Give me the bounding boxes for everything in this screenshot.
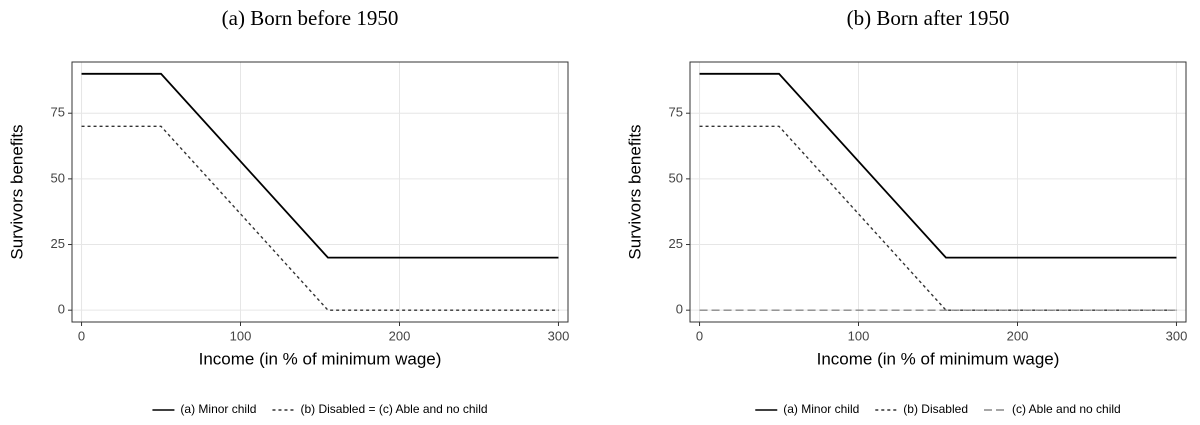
series-line bbox=[81, 125, 559, 311]
y-tick-label: 0 bbox=[676, 302, 683, 317]
chart-title: (b) Born after 1950 bbox=[847, 6, 1010, 30]
y-tick-label: 75 bbox=[51, 105, 65, 120]
x-axis-label: Income (in % of minimum wage) bbox=[199, 349, 442, 368]
legend: (a) Minor child (b) Disabled (c) Able and … bbox=[755, 402, 1121, 416]
y-tick-label: 25 bbox=[669, 236, 683, 251]
series-line bbox=[699, 72, 1177, 259]
y-tick-label: 50 bbox=[669, 170, 683, 185]
y-axis-label: Survivors benefits bbox=[7, 124, 26, 259]
x-tick-label: 200 bbox=[1007, 328, 1029, 343]
series-line bbox=[699, 125, 1177, 311]
legend-label: (b) Disabled = (c) Able and no child bbox=[300, 402, 487, 416]
plot-border bbox=[71, 61, 569, 323]
x-tick-label: 300 bbox=[548, 328, 570, 343]
legend-label: (c) Able and no child bbox=[1012, 402, 1121, 416]
legend-label: (a) Minor child bbox=[783, 402, 859, 416]
x-tick-label: 0 bbox=[78, 328, 85, 343]
plot-border bbox=[689, 61, 1187, 323]
x-tick-label: 200 bbox=[389, 328, 411, 343]
y-tick-label: 25 bbox=[51, 236, 65, 251]
y-tick-label: 0 bbox=[58, 302, 65, 317]
y-tick-label: 75 bbox=[669, 105, 683, 120]
legend-label: (a) Minor child bbox=[180, 402, 256, 416]
series-line bbox=[81, 72, 559, 259]
legend-label: (b) Disabled bbox=[903, 402, 968, 416]
x-tick-label: 100 bbox=[848, 328, 870, 343]
legend: (a) Minor child (b) Disabled = (c) Able a… bbox=[152, 402, 488, 416]
chart-title: (a) Born before 1950 bbox=[222, 6, 399, 30]
y-tick-label: 50 bbox=[51, 170, 65, 185]
y-axis-label: Survivors benefits bbox=[625, 124, 644, 259]
x-tick-label: 300 bbox=[1166, 328, 1188, 343]
x-tick-label: 0 bbox=[696, 328, 703, 343]
x-tick-label: 100 bbox=[230, 328, 252, 343]
x-axis-label: Income (in % of minimum wage) bbox=[817, 349, 1060, 368]
